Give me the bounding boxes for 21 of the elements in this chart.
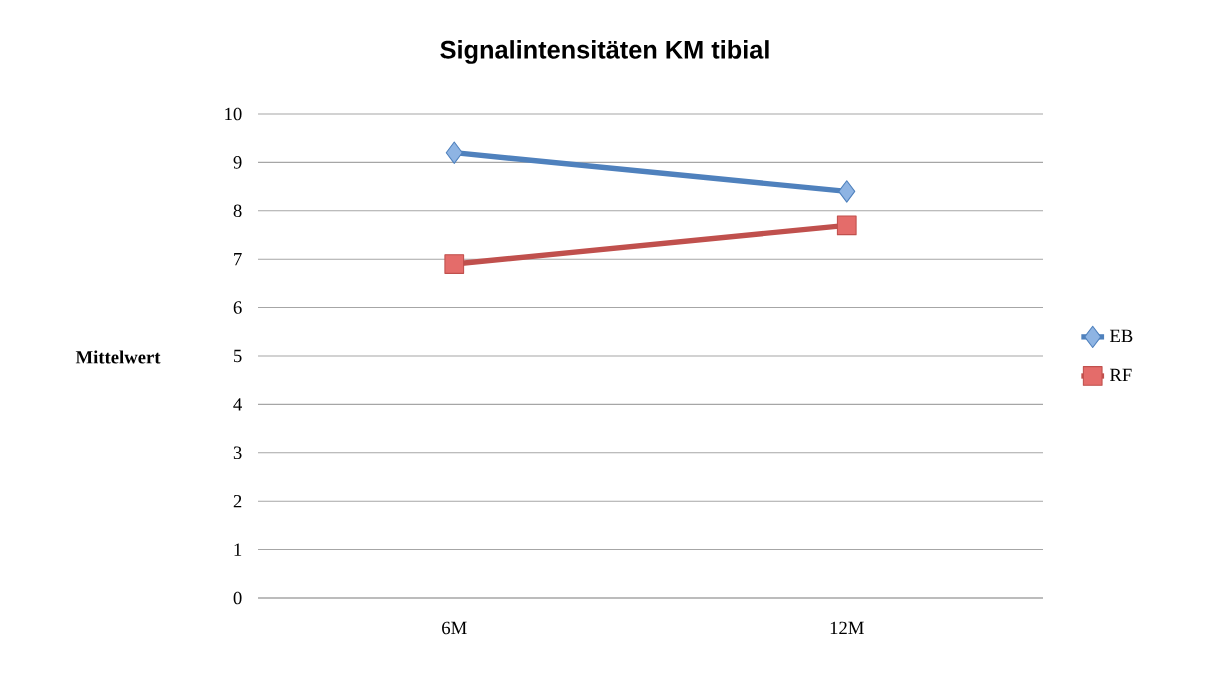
- chart-title: Signalintensitäten KM tibial: [440, 40, 769, 64]
- y-tick-label: 1: [234, 543, 242, 556]
- y-tick-label: 6: [233, 301, 242, 314]
- point: [445, 141, 463, 164]
- legend-label: EB: [1109, 329, 1133, 343]
- y-tick-label: 4: [233, 398, 242, 411]
- x-tick-label: 12M: [830, 621, 864, 635]
- x-tick-label: 6M: [442, 621, 467, 635]
- legend-label: RF: [1109, 368, 1132, 382]
- y-tick-label: 5: [234, 349, 242, 363]
- y-tick-label: 0: [233, 591, 242, 605]
- y-tick-label: 2: [233, 495, 242, 508]
- y-axis-title: Mittelwert: [75, 350, 161, 364]
- y-tick-label: 8: [233, 204, 242, 218]
- point: [444, 254, 465, 274]
- y-tick-label: 7: [234, 253, 242, 266]
- y-tick-label: 10: [225, 107, 242, 121]
- y-tick-label: 9: [233, 156, 242, 169]
- y-tick-label: 3: [233, 446, 242, 460]
- point: [838, 180, 856, 203]
- point: [836, 215, 857, 236]
